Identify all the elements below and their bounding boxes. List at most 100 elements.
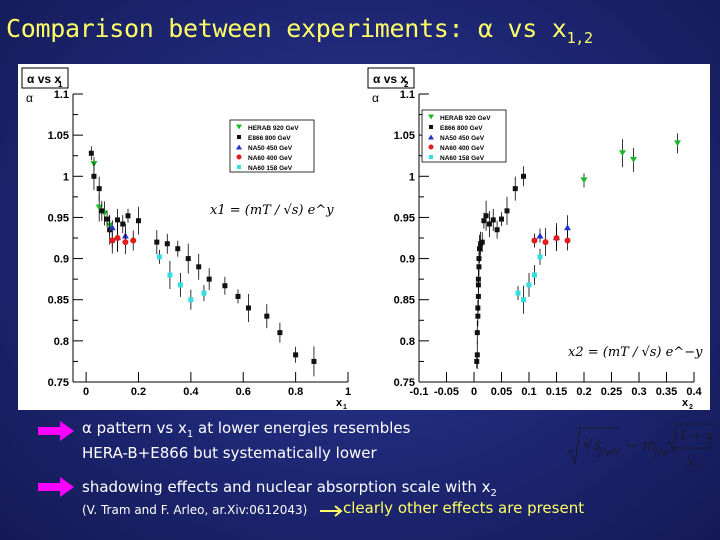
legend-label: NA50 450 GeV — [248, 145, 293, 152]
y-tick-label: 0.85 — [48, 295, 69, 307]
data-point — [135, 218, 141, 224]
data-point — [486, 221, 492, 227]
data-point — [481, 218, 487, 224]
x-tick-label: 0 — [83, 386, 89, 398]
data-point — [474, 330, 480, 336]
x-tick-label: 0.25 — [601, 386, 622, 398]
svg-text:2: 2 — [707, 437, 713, 446]
data-point — [475, 276, 481, 282]
x-axis-title-sub: 1 — [343, 404, 347, 410]
legend-label: HERAB 920 GeV — [440, 115, 491, 122]
x-tick-label: -0.1 — [410, 386, 429, 398]
y-tick-label: 1 — [409, 171, 415, 183]
data-point — [494, 227, 500, 233]
data-point — [536, 232, 544, 239]
data-point — [499, 216, 504, 222]
data-point — [154, 239, 160, 245]
legend-label: NA50 450 GeV — [440, 135, 485, 142]
arrow-bullet-icon — [38, 421, 74, 441]
y-tick-label: 0.95 — [48, 212, 69, 224]
data-point — [99, 208, 105, 214]
legend-box — [229, 119, 315, 173]
y-tick-label: 1.1 — [400, 89, 415, 101]
x-tick-label: 0.2 — [131, 386, 146, 398]
y-tick-label: 0.9 — [400, 254, 415, 266]
legend-marker — [237, 165, 241, 169]
data-point — [235, 293, 241, 299]
svg-text:J/ψ: J/ψ — [652, 448, 669, 458]
data-point — [120, 221, 126, 227]
data-point — [512, 186, 518, 192]
data-point — [537, 254, 543, 260]
legend-label: NA60 400 GeV — [440, 145, 485, 152]
data-point — [630, 156, 637, 163]
data-point — [96, 186, 102, 192]
citation: (V. Tram and F. Arleo, ar.Xiv:0612043) — [82, 503, 308, 517]
legend-marker — [236, 154, 242, 160]
x-tick-label: 0.2 — [576, 386, 591, 398]
data-point — [674, 140, 681, 147]
legend-marker — [428, 114, 434, 120]
data-point — [490, 217, 496, 223]
panel-label: α vs x — [27, 72, 61, 86]
data-point — [521, 297, 526, 303]
x-tick-label: 0.05 — [491, 386, 512, 398]
legend-label: NA60 158 GeV — [440, 155, 485, 162]
data-point — [222, 283, 228, 289]
y-tick-label: 0.75 — [394, 377, 415, 389]
data-point — [526, 282, 532, 288]
data-point — [114, 235, 121, 241]
y-tick-label: 0.75 — [48, 377, 69, 389]
data-point — [521, 173, 526, 179]
data-point — [474, 358, 480, 364]
data-point — [206, 276, 212, 282]
y-axis-title: α — [26, 91, 33, 105]
legend-box — [421, 109, 507, 163]
data-point — [553, 235, 560, 241]
data-point — [245, 305, 251, 311]
legend-marker — [237, 135, 241, 139]
data-point — [483, 213, 489, 219]
data-point — [104, 216, 110, 222]
legend-marker — [429, 155, 433, 159]
legend-label: E866 800 GeV — [440, 125, 483, 132]
data-point — [515, 290, 521, 296]
x-tick-label: 0.8 — [288, 386, 303, 398]
y-tick-label: 1.05 — [48, 130, 69, 142]
data-point — [531, 237, 538, 244]
data-point — [542, 239, 549, 246]
data-point — [108, 224, 116, 231]
data-point — [196, 264, 202, 270]
data-point — [167, 272, 173, 278]
x-tick-label: 0.3 — [631, 386, 646, 398]
y-tick-label: 1.1 — [54, 89, 69, 101]
chart-formula: x1 = (mT / √s) e^y — [210, 203, 334, 218]
data-point — [122, 239, 129, 246]
panel-label-sub: 2 — [404, 80, 409, 89]
panel-label-sub: 1 — [58, 80, 63, 89]
data-point — [619, 150, 626, 157]
bullet-1: α pattern vs x1 at lower energies resemb… — [82, 419, 411, 462]
svg-text:J/ψN: J/ψN — [596, 448, 621, 458]
svg-text:2: 2 — [695, 463, 701, 472]
data-point — [156, 254, 162, 260]
y-tick-label: 0.85 — [394, 295, 415, 307]
legend-label: NA60 400 GeV — [248, 155, 293, 162]
legend-marker — [236, 144, 242, 150]
y-axis-title: α — [372, 91, 379, 105]
x-tick-label: 0.4 — [183, 386, 199, 398]
slide-title: Comparison between experiments: α vs x1,… — [6, 14, 593, 47]
data-point — [532, 272, 537, 278]
y-tick-label: 0.95 — [394, 212, 415, 224]
data-point — [91, 173, 97, 179]
legend-marker — [428, 134, 434, 140]
y-tick-label: 1 — [63, 171, 69, 183]
legend-label: HERAB 920 GeV — [248, 125, 299, 132]
data-point — [476, 256, 482, 262]
svg-text:√s: √s — [583, 435, 601, 454]
data-point — [125, 213, 131, 219]
chart-formula: x2 = (mT / √s) e^−y — [568, 345, 703, 360]
data-point — [177, 282, 183, 288]
data-point — [479, 239, 485, 245]
